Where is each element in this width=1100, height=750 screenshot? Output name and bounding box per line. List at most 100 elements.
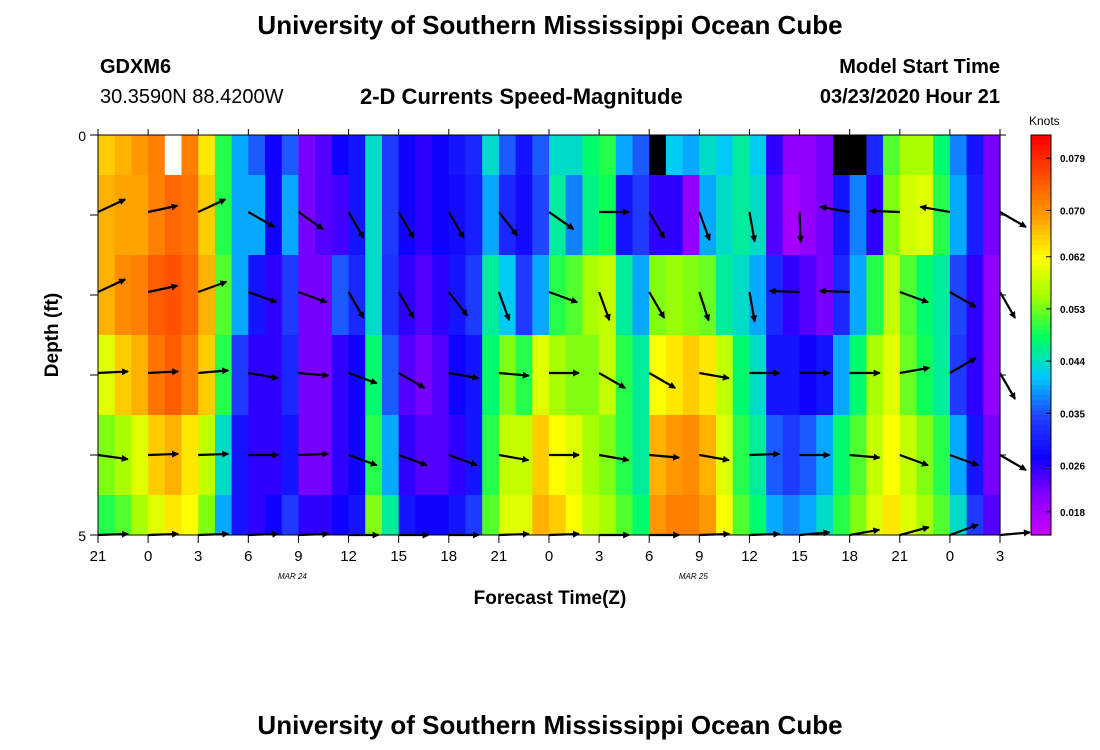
heatmap-cell: [916, 335, 934, 415]
colorbar-segment: [1031, 195, 1051, 201]
colorbar-segment: [1031, 475, 1051, 481]
colorbar-segment: [1031, 175, 1051, 181]
colorbar-segment: [1031, 230, 1051, 236]
heatmap-cell: [98, 495, 116, 535]
heatmap-cell: [883, 495, 901, 535]
colorbar-tick-label: 0.035: [1060, 409, 1085, 420]
heatmap-cell: [198, 135, 216, 175]
heatmap-cell: [515, 495, 533, 535]
heatmap-cell: [131, 255, 149, 335]
colorbar-segment: [1031, 335, 1051, 341]
heatmap-cell: [716, 415, 734, 495]
colorbar-segment: [1031, 185, 1051, 191]
heatmap-cell: [281, 175, 300, 255]
x-tick-label: 12: [340, 548, 357, 565]
heatmap-cell: [716, 335, 734, 415]
heatmap-cell: [465, 335, 483, 415]
heatmap-cell: [198, 495, 216, 535]
current-vector: [598, 453, 630, 463]
heatmap-cell: [766, 175, 784, 255]
heatmap-cell: [782, 415, 801, 495]
heatmap-cell: [381, 415, 400, 495]
heatmap-cell: [599, 255, 617, 335]
heatmap-cell: [933, 335, 951, 415]
colorbar-segment: [1031, 350, 1051, 356]
current-vector: [649, 453, 681, 461]
chart-title: 2-D Currents Speed-Magnitude: [360, 84, 683, 109]
heatmap-cell: [532, 495, 550, 535]
colorbar-segment: [1031, 165, 1051, 171]
x-tick-label: 0: [946, 548, 954, 565]
heatmap-cell: [899, 135, 918, 175]
current-vector: [699, 453, 730, 463]
colorbar-tick-label: 0.026: [1060, 461, 1085, 472]
page-title-top: University of Southern Mississippi Ocean…: [257, 10, 843, 40]
heatmap-cell: [549, 335, 567, 415]
current-vector: [197, 198, 227, 213]
colorbar-segment: [1031, 495, 1051, 501]
heatmap-cell: [632, 175, 650, 255]
colorbar-segment: [1031, 410, 1051, 416]
colorbar-segment: [1031, 390, 1051, 396]
heatmap-cell: [515, 175, 533, 255]
heatmap-cell: [131, 495, 149, 535]
heatmap-cell: [799, 175, 817, 255]
heatmap-cell: [214, 495, 233, 535]
current-vector: [298, 371, 330, 379]
heatmap-cell: [465, 495, 483, 535]
heatmap-cell: [716, 495, 734, 535]
heatmap-cell: [532, 415, 550, 495]
colorbar-segment: [1031, 470, 1051, 476]
current-vector: [248, 371, 279, 381]
heatmap-cell: [816, 255, 834, 335]
heatmap-cell: [231, 135, 249, 175]
heatmap-cell: [632, 415, 650, 495]
heatmap-cell: [599, 335, 617, 415]
heatmap-cell: [615, 415, 634, 495]
heatmap-cell: [599, 175, 617, 255]
heatmap-cell: [114, 135, 133, 175]
heatmap-cell: [966, 335, 984, 415]
current-vector: [397, 211, 415, 239]
heatmap-cell: [549, 175, 567, 255]
heatmap-cell: [98, 135, 116, 175]
current-vector: [447, 211, 465, 239]
current-vector: [498, 453, 530, 463]
heatmap-cell: [632, 135, 650, 175]
current-vector: [147, 283, 179, 294]
heatmap-cell: [665, 175, 684, 255]
colorbar-segment: [1031, 460, 1051, 466]
heatmap-cell: [799, 255, 817, 335]
heatmap-cell: [498, 335, 517, 415]
heatmap-cell: [983, 335, 1001, 415]
current-vector: [448, 371, 480, 381]
heatmap-cell: [883, 255, 901, 335]
colorbar-segment: [1031, 465, 1051, 471]
heatmap-cell: [181, 135, 199, 175]
heatmap-cell: [515, 135, 533, 175]
current-vector: [147, 203, 179, 214]
heatmap-cell: [98, 335, 116, 415]
colorbar-segment: [1031, 305, 1051, 311]
heatmap-cell: [599, 495, 617, 535]
colorbar-segment: [1031, 315, 1051, 321]
heatmap-cell: [164, 255, 183, 335]
heatmap-cell: [465, 135, 483, 175]
x-tick-label: 0: [545, 548, 553, 565]
heatmap-cell: [498, 135, 517, 175]
current-vector: [198, 450, 230, 458]
heatmap-cell: [181, 175, 199, 255]
heatmap-cell: [265, 255, 283, 335]
heatmap-cell: [398, 135, 416, 175]
heatmap-cell: [832, 415, 851, 495]
colorbar-segment: [1031, 290, 1051, 296]
colorbar: Knots 0.079 0.070 0.062 0.053 0.044 0.035 0.026…: [1029, 114, 1085, 536]
station-coords: 30.3590N 88.4200W: [100, 86, 284, 108]
heatmap-cell: [348, 135, 366, 175]
current-vector: [949, 357, 977, 374]
colorbar-segment: [1031, 405, 1051, 411]
heatmap-cell: [482, 495, 500, 535]
current-vector: [497, 291, 511, 322]
heatmap-cell: [381, 255, 400, 335]
